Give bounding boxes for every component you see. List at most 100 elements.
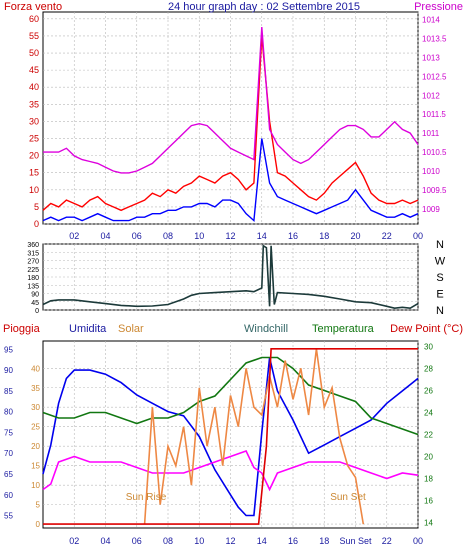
chart-title: 24 hour graph day : 02 Settembre 2015 bbox=[168, 1, 360, 13]
compass-label: S bbox=[436, 272, 443, 284]
x-tick-label-bottom: 04 bbox=[100, 536, 110, 546]
y-tick-label-inner: 20 bbox=[31, 442, 40, 451]
y-tick-label-wind: 0 bbox=[34, 219, 39, 229]
x-tick-label-bottom: 22 bbox=[382, 536, 392, 546]
y-tick-label-temperature: 26 bbox=[424, 387, 433, 396]
label-pioggia: Pioggia bbox=[3, 323, 41, 335]
y-tick-label-humidity: 85 bbox=[4, 387, 13, 396]
y-tick-label-humidity: 70 bbox=[4, 449, 13, 458]
y-tick-label-direction: 270 bbox=[27, 259, 39, 266]
panel-1-series-line-3 bbox=[43, 27, 419, 174]
y-tick-label-pressure: 1014 bbox=[422, 16, 440, 25]
y-tick-label-pressure: 1011.5 bbox=[422, 110, 446, 119]
y-tick-label-inner: 0 bbox=[36, 520, 41, 529]
x-tick-label-top: 08 bbox=[163, 231, 173, 241]
y-tick-label-wind: 35 bbox=[29, 99, 39, 109]
y-tick-label-pressure: 1010 bbox=[422, 167, 440, 176]
x-tick-label-top: 22 bbox=[382, 231, 392, 241]
x-tick-label-top: 20 bbox=[350, 231, 360, 241]
panel-3-series-line-2 bbox=[42, 356, 419, 436]
y-tick-label-inner: 30 bbox=[31, 403, 40, 412]
y-tick-label-wind: 15 bbox=[29, 168, 39, 178]
y-tick-label-pressure: 1009 bbox=[422, 205, 440, 214]
y-tick-label-wind: 5 bbox=[34, 202, 39, 212]
x-tick-label-top: 16 bbox=[288, 231, 298, 241]
x-tick-label-bottom: 06 bbox=[132, 536, 142, 546]
x-tick-label-bottom: Sun Set bbox=[339, 536, 372, 546]
y-tick-label-direction: 360 bbox=[27, 242, 39, 249]
y-tick-label-pressure: 1011 bbox=[422, 129, 440, 138]
y-tick-label-wind: 45 bbox=[29, 65, 39, 75]
label-windchill: Windchill bbox=[244, 323, 288, 335]
compass-label: E bbox=[436, 289, 443, 301]
series-lines bbox=[42, 27, 419, 525]
x-tick-label-bottom: 14 bbox=[257, 536, 267, 546]
x-tick-label-bottom: 18 bbox=[319, 536, 329, 546]
y-tick-label-direction: 225 bbox=[27, 267, 39, 274]
y-tick-label-inner: 10 bbox=[31, 481, 40, 490]
x-tick-label-bottom: 12 bbox=[225, 536, 235, 546]
y-tick-label-direction: 135 bbox=[27, 283, 39, 290]
x-tick-label-top: 04 bbox=[100, 231, 110, 241]
y-tick-label-humidity: 95 bbox=[4, 345, 13, 354]
x-tick-label-top: 14 bbox=[257, 231, 267, 241]
y-tick-label-humidity: 75 bbox=[4, 428, 13, 437]
y-tick-label-wind: 30 bbox=[29, 116, 39, 126]
compass-label: N bbox=[436, 239, 444, 251]
y-tick-label-wind: 10 bbox=[29, 185, 39, 195]
compass-label: W bbox=[435, 256, 446, 268]
y-tick-label-pressure: 1010.5 bbox=[422, 148, 447, 157]
y-tick-label-direction: 0 bbox=[35, 308, 39, 315]
y-tick-label-pressure: 1009.5 bbox=[422, 186, 447, 195]
y-tick-label-inner: 40 bbox=[31, 364, 40, 373]
x-tick-label-top: 06 bbox=[132, 231, 142, 241]
y-tick-label-temperature: 18 bbox=[424, 475, 433, 484]
y-tick-label-inner: 35 bbox=[31, 384, 40, 393]
y-tick-label-humidity: 55 bbox=[4, 512, 13, 521]
y-tick-label-direction: 315 bbox=[27, 250, 39, 257]
y-tick-label-temperature: 24 bbox=[424, 409, 433, 418]
y-tick-label-wind: 25 bbox=[29, 134, 39, 144]
label-solar: Solar bbox=[118, 323, 144, 335]
x-tick-label-bottom: 02 bbox=[69, 536, 79, 546]
y-tick-label-pressure: 1013.5 bbox=[422, 35, 447, 44]
x-tick-label-top: 10 bbox=[194, 231, 204, 241]
y-tick-label-pressure: 1013 bbox=[422, 53, 440, 62]
panel-1-series-line-2 bbox=[42, 138, 419, 223]
y-tick-label-temperature: 20 bbox=[424, 453, 433, 462]
y-tick-label-pressure: 1012 bbox=[422, 91, 440, 100]
x-tick-label-bottom: 08 bbox=[163, 536, 173, 546]
y-tick-label-direction: 45 bbox=[31, 300, 39, 307]
x-tick-label-top: 12 bbox=[225, 231, 235, 241]
header-left-label: Forza vento bbox=[4, 1, 62, 13]
y-tick-label-direction: 180 bbox=[27, 275, 39, 282]
y-tick-label-wind: 50 bbox=[29, 48, 39, 58]
panel-3-series-line-1 bbox=[42, 357, 419, 517]
panel-3-series-line-4 bbox=[143, 348, 365, 525]
x-tick-label-top: 00 bbox=[413, 231, 423, 241]
x-tick-label-top: 18 bbox=[319, 231, 329, 241]
y-tick-label-temperature: 22 bbox=[424, 431, 433, 440]
y-tick-label-temperature: 28 bbox=[424, 365, 433, 374]
y-tick-label-pressure: 1012.5 bbox=[422, 72, 447, 81]
label-dew-point: Dew Point (°C) bbox=[390, 323, 463, 335]
x-tick-label-bottom: 10 bbox=[194, 536, 204, 546]
compass-label: N bbox=[436, 305, 444, 317]
panel-2-series-line-1 bbox=[42, 244, 419, 310]
panel-3-series-line-5 bbox=[43, 347, 418, 525]
y-tick-label-humidity: 65 bbox=[4, 470, 13, 479]
label-umidita: Umidita bbox=[69, 323, 107, 335]
annotation-sun-rise: Sun Rise bbox=[126, 492, 167, 503]
y-tick-label-inner: 15 bbox=[31, 462, 40, 471]
y-tick-label-humidity: 80 bbox=[4, 408, 13, 417]
y-tick-label-humidity: 90 bbox=[4, 366, 13, 375]
annotation-sun-set: Sun Set bbox=[330, 492, 366, 503]
y-tick-label-humidity: 60 bbox=[4, 491, 13, 500]
x-tick-label-bottom: 00 bbox=[413, 536, 423, 546]
x-tick-label-top: 02 bbox=[69, 231, 79, 241]
y-tick-label-direction: 90 bbox=[31, 292, 39, 299]
y-tick-label-wind: 60 bbox=[29, 14, 39, 24]
y-tick-label-inner: 5 bbox=[36, 501, 41, 510]
